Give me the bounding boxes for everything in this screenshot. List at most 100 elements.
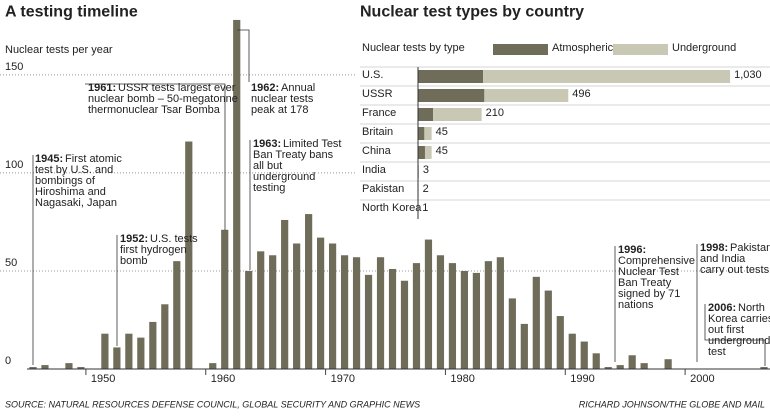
leader-line: [704, 304, 766, 366]
bar-segment: [418, 108, 434, 121]
y-tick-label: 150: [5, 61, 23, 73]
credit: RICHARD JOHNSON/THE GLOBE AND MAIL: [579, 399, 765, 409]
bar: [317, 237, 325, 369]
bar: [520, 323, 528, 369]
legend-title: Nuclear tests by type: [362, 42, 465, 54]
bar: [556, 316, 564, 369]
y-tick-label: 0: [5, 355, 11, 367]
bar: [400, 280, 409, 369]
chart-title: Nuclear test types by country: [360, 3, 584, 20]
x-tick-label: 1960: [211, 373, 235, 385]
bar: [592, 353, 600, 369]
bar: [185, 141, 193, 369]
legend-label: Underground: [672, 42, 736, 54]
annotation-text: nations: [618, 299, 654, 311]
leader-line: [85, 83, 226, 230]
country-label: Britain: [362, 126, 393, 138]
annotation-text: first hydrogen: [120, 244, 187, 256]
country-label: France: [362, 107, 396, 119]
bar: [604, 367, 612, 369]
bar: [760, 367, 768, 369]
total-label: 45: [436, 126, 448, 138]
bar: [448, 263, 457, 369]
country-label: USSR: [362, 88, 393, 100]
legend-label: Atmospheric: [552, 42, 614, 54]
annotation-text: test: [708, 346, 726, 358]
bar-segment: [433, 108, 482, 121]
bar-segment: [418, 127, 425, 140]
annotation-text: carry out tests: [700, 264, 770, 276]
total-label: 1: [422, 202, 428, 214]
annotation-text: nuclear bomb – 50-megatonne: [88, 93, 238, 105]
bar: [173, 261, 181, 369]
country-label: India: [362, 164, 387, 176]
bar: [233, 19, 241, 370]
annotation-text: USSR tests largest ever: [118, 82, 236, 94]
annotation-text: test by U.S. and: [35, 164, 113, 176]
bar: [113, 347, 121, 369]
bar: [149, 321, 157, 369]
bar: [29, 367, 37, 369]
annotation-year: 1962:: [251, 82, 279, 94]
bar: [424, 239, 433, 369]
bar: [436, 255, 445, 369]
bar: [472, 272, 480, 369]
annotation-year: 1998:: [700, 242, 728, 254]
y-tick-label: 50: [5, 257, 17, 269]
total-label: 3: [423, 164, 429, 176]
bar: [340, 255, 349, 369]
annotation-text: Ban Treaty bans: [253, 149, 334, 161]
x-tick-label: 1970: [331, 373, 355, 385]
bar: [209, 363, 217, 369]
bar: [328, 243, 337, 369]
country-label: Pakistan: [362, 183, 404, 195]
country-label: U.S.: [362, 69, 383, 81]
annotation-text: signed by 71: [618, 288, 680, 300]
legend-swatch: [613, 44, 668, 55]
x-tick-label: 1980: [450, 373, 474, 385]
bar: [628, 355, 636, 369]
leader-line: [237, 29, 250, 82]
total-label: 496: [572, 88, 590, 100]
bar: [305, 214, 313, 369]
country-label: China: [362, 145, 392, 157]
x-tick-label: 2000: [690, 373, 714, 385]
bar-segment: [483, 70, 731, 83]
y-tick-label: 100: [5, 159, 23, 171]
bar: [496, 257, 504, 369]
annotation-text: Korea carries: [708, 313, 770, 325]
bar: [484, 261, 492, 369]
annotation-text: bombings of: [35, 175, 96, 187]
bar: [376, 257, 385, 369]
annotation-text: Nagasaki, Japan: [35, 197, 117, 209]
annotation-text: Limited Test: [283, 138, 342, 150]
bar: [568, 333, 576, 369]
annotation-text: Nuclear Test: [618, 266, 679, 278]
total-label: 210: [486, 107, 504, 119]
annotation-text: thermonuclear Tsar Bomba: [88, 104, 221, 116]
annotation-text: all but: [253, 160, 282, 172]
annotation-text: underground: [708, 335, 770, 347]
bar: [137, 337, 145, 369]
bar: [616, 365, 624, 369]
bar: [580, 341, 588, 369]
x-tick-label: 1950: [91, 373, 115, 385]
annotation-text: nuclear tests: [251, 93, 314, 105]
bar: [101, 333, 109, 369]
annotation-text: underground: [253, 171, 315, 183]
legend-swatch: [493, 44, 548, 55]
country-label: North Korea: [362, 202, 422, 214]
source: SOURCE: NATURAL RESOURCES DEFENSE COUNCI…: [5, 399, 420, 409]
bar: [664, 359, 672, 369]
bar: [221, 229, 229, 369]
annotation-text: Pakistan: [730, 242, 770, 254]
total-label: 1,030: [734, 69, 762, 81]
x-tick-label: 1990: [570, 373, 594, 385]
bar-segment: [424, 146, 432, 159]
bar: [125, 333, 133, 369]
annotation-text: out first: [708, 324, 744, 336]
annotation-text: peak at 178: [251, 104, 309, 116]
bar: [41, 365, 49, 369]
bar: [281, 219, 289, 369]
total-label: 2: [423, 183, 429, 195]
